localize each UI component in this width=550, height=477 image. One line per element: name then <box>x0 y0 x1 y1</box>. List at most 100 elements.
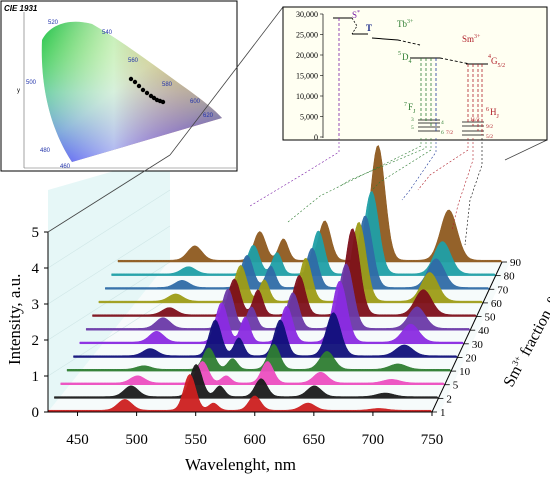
connector-sm-11-2 <box>417 138 469 191</box>
energy-inset-frame <box>282 6 548 141</box>
y-tick-label: 4 <box>32 261 40 277</box>
wall-gridline <box>47 189 171 269</box>
sm-h6-prefix: 6 <box>486 107 489 113</box>
cie-gamut-white <box>41 21 222 163</box>
spectrum-series-10 <box>66 343 452 372</box>
y-tick-label: 2 <box>32 333 40 349</box>
x-axis-title: Wavelenght, nm <box>185 455 296 474</box>
s-state-label: S* <box>352 10 360 20</box>
tb-d4-label: D4 <box>402 52 412 65</box>
cie-point <box>160 99 166 105</box>
spectrum-series-2 <box>54 363 439 399</box>
y-tick-label: 5 <box>32 225 40 241</box>
cie-point <box>144 90 150 96</box>
tb-level-3: 3 <box>411 117 414 123</box>
tb-f7-prefix: 7 <box>404 102 407 108</box>
y-tick-label: 3 <box>32 297 40 313</box>
cie-point <box>128 76 134 82</box>
cie-title: CIE 1931 <box>4 4 38 13</box>
sm-level-11-2: 11/2 <box>470 117 480 123</box>
connector-excitation <box>249 138 340 207</box>
z-tick-label: 1 <box>440 407 446 419</box>
x-tick-label: 650 <box>303 432 326 448</box>
cie-color-points <box>128 76 166 105</box>
z-tick-label: 10 <box>459 366 471 378</box>
connector-sm-5-2 <box>464 138 483 246</box>
cie-y-label: y <box>17 88 20 94</box>
z-tick-label: 90 <box>510 257 522 269</box>
sm-level-5-2: 5/2 <box>486 134 493 140</box>
x-ticks: 450 500 550 600 650 700 750 <box>66 412 443 448</box>
cie-mark-560: 560 <box>128 58 139 64</box>
tb-level-4: 4 <box>441 120 444 126</box>
connector-tb-3 <box>287 138 422 223</box>
cie-mark-580: 580 <box>162 82 173 88</box>
left-wall <box>48 155 170 412</box>
sm-level-9-2: 9/2 <box>486 124 493 130</box>
cie-mark-500: 500 <box>26 80 37 86</box>
z-axis-title: Sm3+ fraction, % <box>500 288 550 390</box>
z-tick-label: 30 <box>472 339 484 351</box>
x-tick-label: 700 <box>362 432 385 448</box>
z-tick-label: 80 <box>504 271 516 283</box>
cie-mark-480: 480 <box>40 148 51 154</box>
x-tick-label: 550 <box>184 432 207 448</box>
cie-mark-460: 460 <box>60 164 71 170</box>
spectrum-series-30 <box>79 280 465 345</box>
tb-f7-label: FJ <box>408 102 416 115</box>
x-tick-label: 600 <box>244 432 267 448</box>
zoom-line-inset-left <box>169 6 284 156</box>
tb-d4-prefix: 5 <box>398 51 401 57</box>
cie-inset: CIE 1931 y 520 540 560 580 600 620 500 4… <box>0 0 238 172</box>
energy-y-tick-label: 25,000 <box>296 31 318 40</box>
y-tick-label: 0 <box>32 405 40 421</box>
wall-gridline <box>47 297 171 377</box>
z-axis-line <box>431 261 503 413</box>
connector-tb-5 <box>371 138 432 191</box>
energy-y-tick-label: 10,000 <box>296 92 318 101</box>
y-ticks: 0 1 2 3 4 5 <box>32 225 48 421</box>
tb-to-sm-transfer <box>439 57 471 65</box>
energy-y-ticks: 0 5,000 10,000 15,000 20,000 25,000 30,000 <box>296 10 323 142</box>
cie-mark-600: 600 <box>190 99 201 105</box>
zoom-line-inset-right <box>504 139 548 161</box>
projection-lines <box>47 6 548 233</box>
z-tick-label: 40 <box>478 325 490 337</box>
tb-ion-label: Tb3+ <box>397 19 414 29</box>
z-tick-label: 20 <box>465 352 477 364</box>
spectrum-series-1 <box>47 373 433 413</box>
energy-y-tick-label: 15,000 <box>296 72 318 81</box>
spectrum-series-5 <box>60 361 446 385</box>
sm-g52-label: G5/2 <box>491 56 505 69</box>
x-tick-label: 750 <box>421 432 444 448</box>
z-tick-label: 5 <box>453 380 459 392</box>
cie-mark-620: 620 <box>203 113 214 119</box>
sm-level-7-2: 7/2 <box>446 130 453 136</box>
connector-tb-6 <box>401 138 437 201</box>
peak-connectors <box>249 138 483 246</box>
spectrum-series-20 <box>73 312 458 358</box>
z-tick-label: 2 <box>446 393 452 405</box>
cie-mark-540: 540 <box>102 30 113 36</box>
t-to-tb-transfer <box>397 39 421 46</box>
s-to-t-transfer <box>351 17 358 35</box>
sm-h6-label: HJ <box>490 107 500 120</box>
energy-y-tick-label: 30,000 <box>296 10 318 19</box>
sm-g52-prefix: 4 <box>488 54 491 60</box>
y-axis-title: Intensity, a.u. <box>5 274 24 365</box>
energy-y-tick-label: 5,000 <box>300 113 318 122</box>
connector-sm-9-2 <box>451 138 474 231</box>
y-tick-label: 1 <box>32 369 40 385</box>
cie-point <box>136 83 142 89</box>
x-tick-label: 500 <box>125 432 148 448</box>
cie-mark-520: 520 <box>48 20 59 26</box>
axes <box>47 232 503 413</box>
z-tick-label: 50 <box>485 312 497 324</box>
z-tick-label: 60 <box>491 298 503 310</box>
t-state-label: T <box>366 23 372 33</box>
connector-tb-4 <box>339 138 427 187</box>
sm-ion-label: Sm3+ <box>462 34 481 44</box>
